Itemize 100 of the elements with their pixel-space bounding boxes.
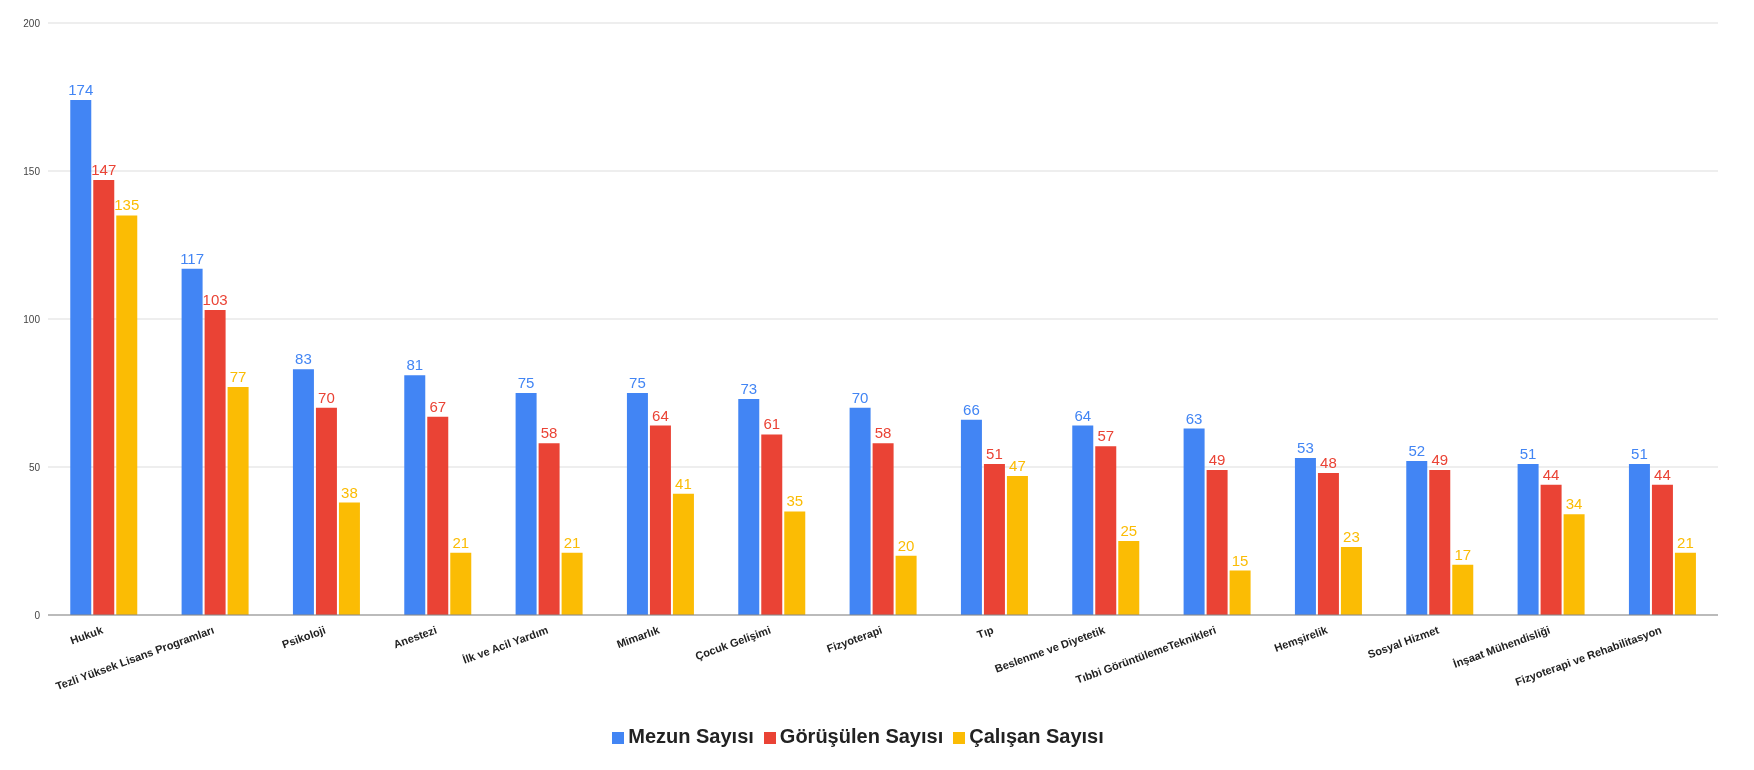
bar xyxy=(1006,475,1028,615)
data-label: 81 xyxy=(406,356,424,374)
data-label: 53 xyxy=(1297,439,1314,457)
bar xyxy=(1340,546,1362,615)
bar xyxy=(983,464,1005,615)
bar xyxy=(761,434,783,615)
bar xyxy=(1118,541,1140,615)
data-label: 75 xyxy=(517,374,535,391)
y-tick-label: 0 xyxy=(34,609,41,621)
data-label: 51 xyxy=(1631,445,1648,463)
legend-label: Çalışan Sayısı xyxy=(969,725,1104,747)
bar xyxy=(93,179,115,615)
bar xyxy=(672,493,694,615)
data-label: 63 xyxy=(1185,409,1203,427)
data-label: 67 xyxy=(429,397,447,415)
bar xyxy=(204,310,226,615)
bar xyxy=(649,425,671,615)
data-label: 49 xyxy=(1431,450,1449,468)
bar xyxy=(427,416,449,615)
data-label: 70 xyxy=(318,388,335,406)
bar xyxy=(116,215,138,615)
bar xyxy=(1229,570,1251,615)
data-label: 57 xyxy=(1097,427,1115,445)
bar xyxy=(315,407,337,615)
data-label: 51 xyxy=(986,445,1003,463)
data-label: 66 xyxy=(963,400,980,418)
bar xyxy=(1406,461,1428,615)
bar xyxy=(1628,464,1650,615)
data-label: 34 xyxy=(1565,495,1583,513)
data-label: 21 xyxy=(452,533,470,551)
bar xyxy=(626,393,648,615)
bar xyxy=(1072,425,1094,615)
data-label: 35 xyxy=(786,492,804,510)
data-label: 17 xyxy=(1454,545,1472,563)
data-label: 41 xyxy=(675,474,692,492)
data-label: 38 xyxy=(341,483,358,501)
bar xyxy=(450,552,472,615)
data-label: 49 xyxy=(1208,450,1226,468)
data-label: 147 xyxy=(91,160,117,178)
bar xyxy=(895,555,917,615)
x-tick-label: İlk ve Acil Yardım xyxy=(461,623,550,666)
bar xyxy=(1674,552,1696,615)
data-label: 135 xyxy=(114,196,140,214)
bar xyxy=(227,387,249,615)
bar xyxy=(1294,458,1316,615)
legend-label: Mezun Sayısı xyxy=(628,725,754,747)
data-label: 64 xyxy=(1074,406,1092,424)
y-tick-label: 150 xyxy=(23,165,41,177)
data-label: 77 xyxy=(229,368,247,386)
bar xyxy=(784,511,806,615)
bar xyxy=(1206,469,1228,615)
data-label: 44 xyxy=(1654,465,1671,483)
y-tick-label: 50 xyxy=(28,461,41,473)
data-label: 51 xyxy=(1519,445,1537,463)
bar xyxy=(872,443,894,615)
data-label: 58 xyxy=(874,424,892,442)
data-label: 73 xyxy=(740,379,758,397)
bar xyxy=(1317,472,1339,615)
data-label: 23 xyxy=(1343,527,1360,545)
data-label: 20 xyxy=(897,536,915,554)
bar xyxy=(960,419,982,615)
bar xyxy=(515,393,537,615)
y-tick-label: 200 xyxy=(23,17,41,29)
bar xyxy=(292,369,314,615)
data-label: 61 xyxy=(763,415,781,433)
data-label: 52 xyxy=(1408,442,1426,460)
data-label: 64 xyxy=(652,406,669,424)
data-label: 15 xyxy=(1231,551,1249,569)
data-label: 47 xyxy=(1009,456,1026,474)
bar xyxy=(338,502,360,615)
bar xyxy=(1540,484,1562,615)
bar xyxy=(404,375,426,615)
x-tick-label: Tıp xyxy=(975,623,996,641)
data-label: 25 xyxy=(1120,522,1138,539)
bar xyxy=(1095,446,1117,615)
data-label: 21 xyxy=(563,533,581,551)
bar xyxy=(1651,484,1673,615)
bar xyxy=(738,398,760,615)
data-label: 21 xyxy=(1677,533,1694,551)
bar xyxy=(1517,464,1539,615)
bar xyxy=(561,552,583,615)
bar xyxy=(1452,564,1474,615)
bar xyxy=(1429,469,1451,615)
data-label: 174 xyxy=(68,80,94,98)
data-label: 117 xyxy=(180,249,205,267)
y-tick-label: 100 xyxy=(23,313,41,325)
data-label: 75 xyxy=(629,374,646,391)
data-label: 70 xyxy=(851,388,869,406)
bar xyxy=(1563,514,1585,615)
bar xyxy=(538,443,560,615)
data-label: 103 xyxy=(202,291,228,309)
x-tick-label: Hukuk xyxy=(68,623,106,647)
data-label: 48 xyxy=(1320,453,1337,471)
data-label: 83 xyxy=(295,350,312,368)
data-label: 58 xyxy=(540,424,558,442)
bar xyxy=(849,407,871,615)
bar xyxy=(181,268,203,615)
data-label: 44 xyxy=(1542,465,1560,483)
bar xyxy=(1183,428,1205,615)
legend-label: Görüşülen Sayısı xyxy=(779,725,944,747)
